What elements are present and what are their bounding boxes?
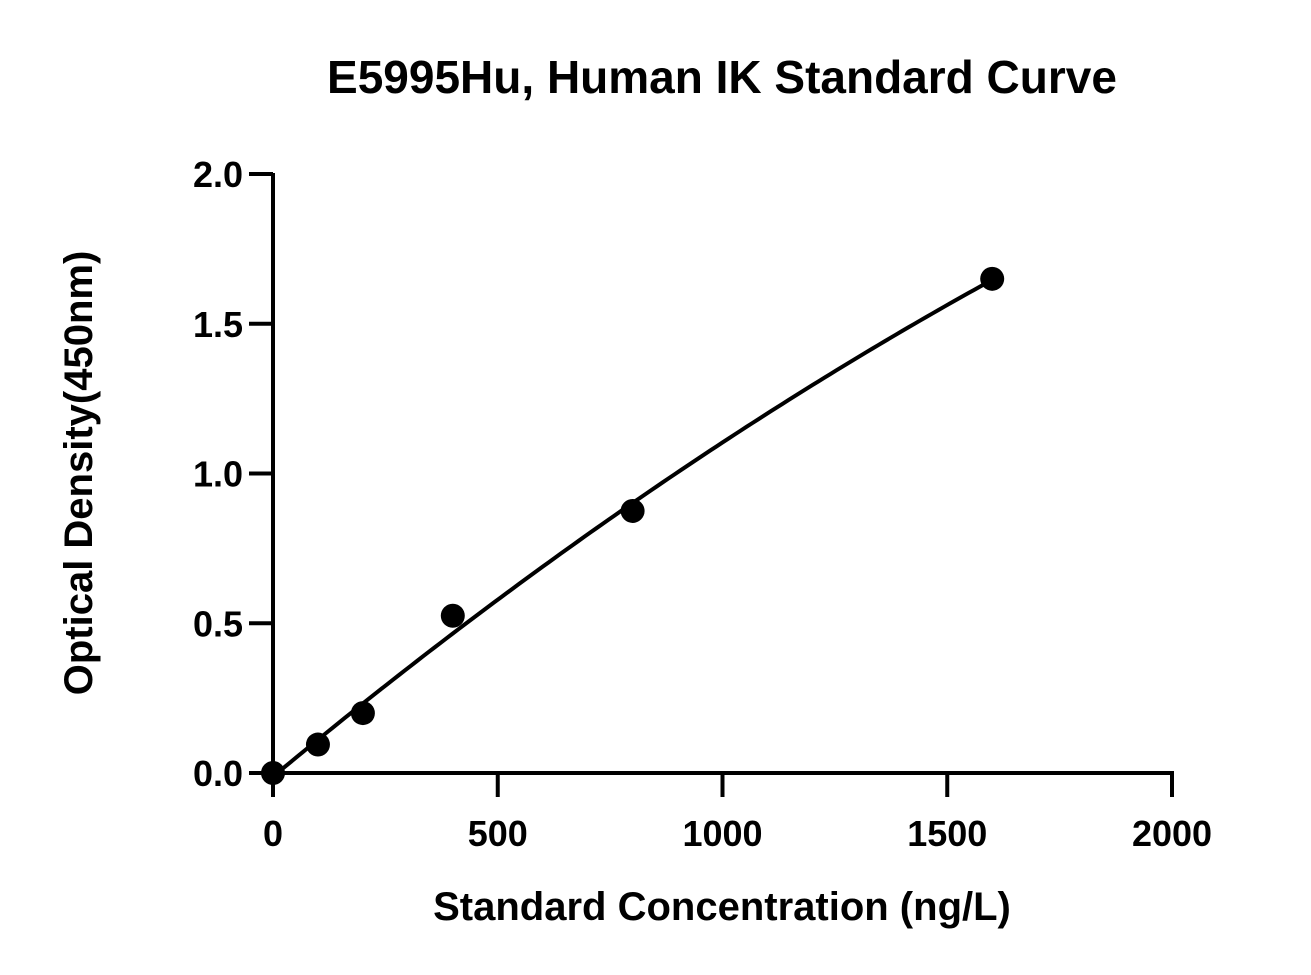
data-point [350, 701, 375, 726]
x-axis-ticks: 0 500 1000 1500 2000 [263, 773, 1212, 854]
chart-title: E5995Hu, Human IK Standard Curve [327, 51, 1117, 103]
x-axis-label: Standard Concentration (ng/L) [433, 885, 1011, 929]
fit-curve [271, 278, 994, 779]
plot-area [261, 266, 1005, 785]
y-tick-label: 1.5 [193, 304, 243, 345]
data-point [261, 761, 285, 785]
y-axis-label: Optical Density(450nm) [57, 251, 101, 696]
data-point [620, 498, 645, 523]
x-tick-label: 0 [263, 813, 283, 854]
x-tick-label: 500 [468, 813, 528, 854]
x-tick-label: 1000 [682, 813, 762, 854]
y-tick-label: 1.0 [193, 454, 243, 495]
x-axis: 0 500 1000 1500 2000 [263, 771, 1212, 854]
y-tick-label: 0.0 [193, 753, 243, 794]
y-tick-label: 0.5 [193, 603, 243, 644]
y-axis-ticks: 0.0 0.5 1.0 1.5 2.0 [193, 154, 273, 794]
y-axis: 0.0 0.5 1.0 1.5 2.0 [193, 154, 275, 794]
y-tick-label: 2.0 [193, 154, 243, 195]
data-point [305, 732, 330, 757]
x-tick-label: 1500 [907, 813, 987, 854]
data-point [980, 266, 1005, 291]
data-point [440, 603, 465, 628]
x-tick-label: 2000 [1132, 813, 1212, 854]
